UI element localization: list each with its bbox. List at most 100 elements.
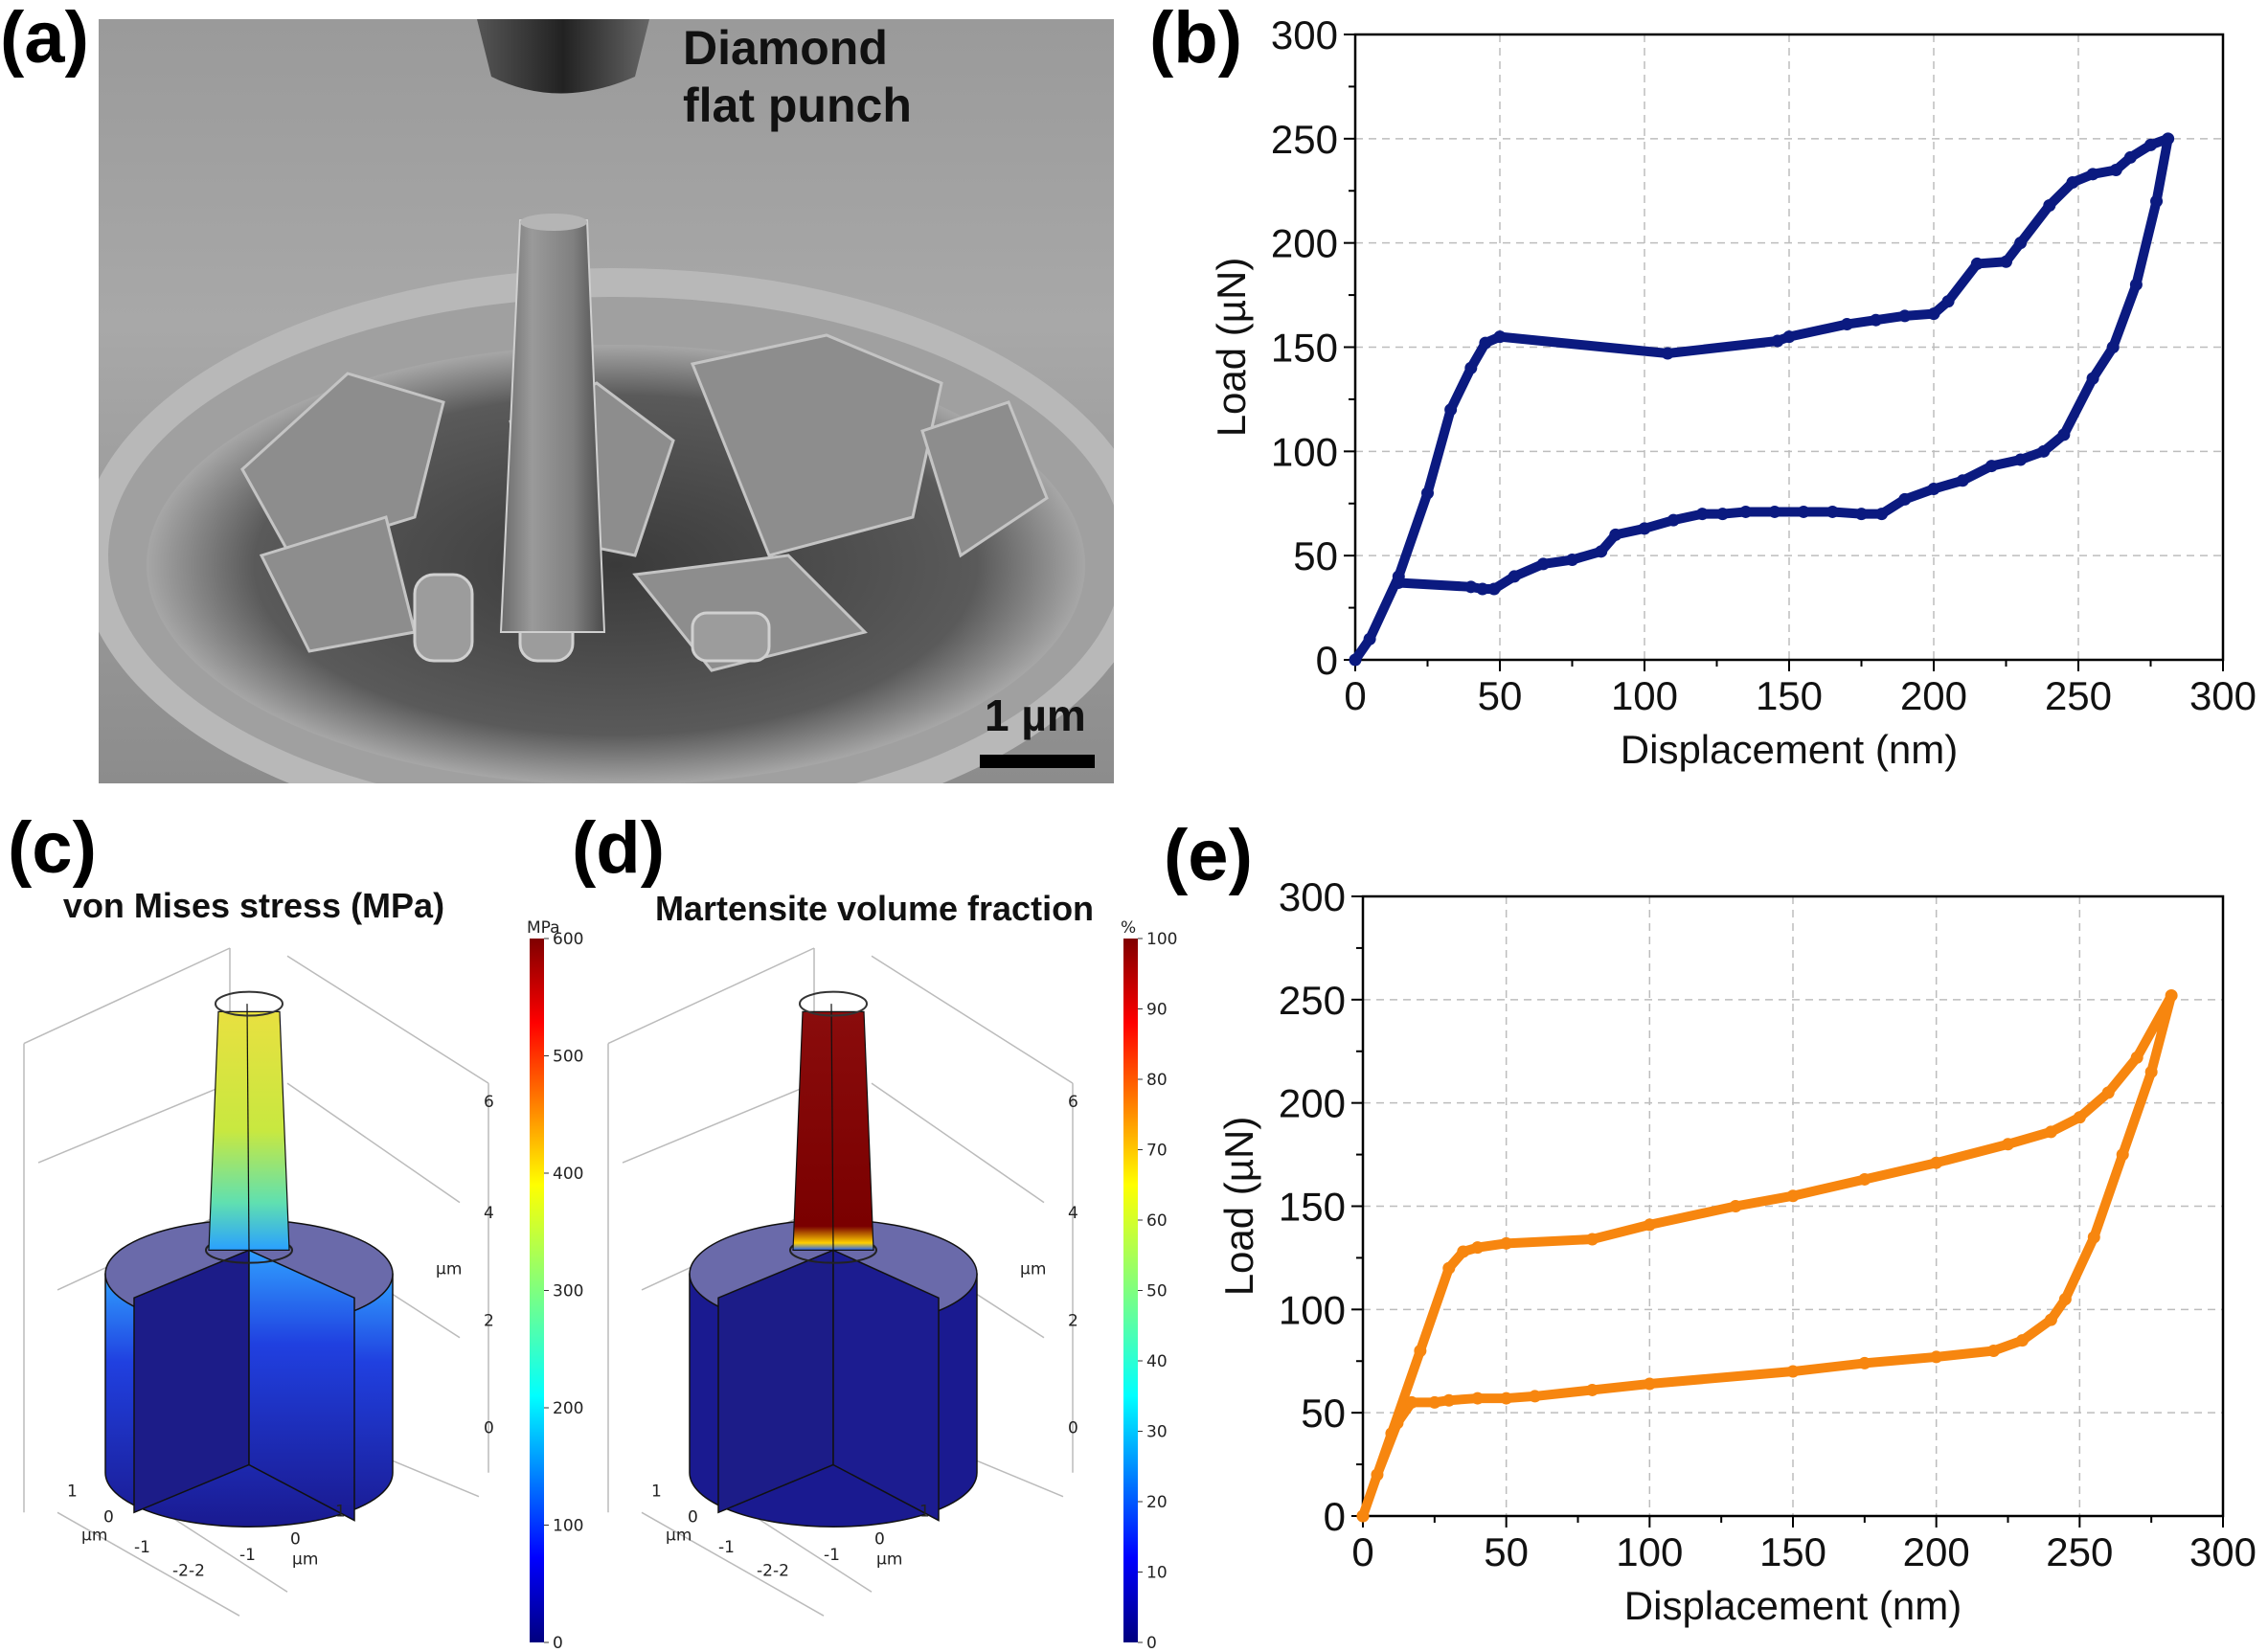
x-tick-label: 50 [1484,1529,1529,1574]
simulation-von-mises: 0 2 4 6 µm 1 0 -1 -2 µm -2 -1 0 1 µm MPa 0 100 200 300 400 50… [23,919,583,1652]
colorbar-tick-label: 50 [1146,1282,1168,1301]
pillar [792,1010,874,1251]
x-tick-label: 300 [2189,1529,2257,1574]
pillar-cut-edge [830,1004,834,1251]
data-point [1858,1172,1871,1186]
data-point [1643,1218,1656,1232]
x-tick-label: 200 [1900,673,1967,718]
data-point [1970,257,1984,270]
z-tick-label: 6 [484,1093,494,1112]
x-axis-unit: µm [666,1526,692,1545]
data-point [2002,1138,2014,1151]
colorbar-tick-label: 40 [1146,1352,1168,1371]
z-tick-label: 6 [1068,1093,1078,1112]
data-point [2044,1125,2057,1139]
x-axis-title: Displacement (nm) [1621,727,1958,772]
x-tick-label: 1 [651,1482,662,1502]
x-tick-label: -1 [134,1538,150,1557]
x-tick-label: 0 [688,1507,698,1527]
data-point [1858,1356,1871,1369]
data-point [1391,1416,1404,1430]
data-point [1855,508,1868,521]
y-axis-unit: µm [876,1550,902,1569]
data-point [1464,580,1478,594]
y-tick-label: 100 [1279,1287,1346,1332]
y-tick-label: -1 [239,1546,256,1565]
data-point [1716,508,1730,521]
data-point [1870,313,1883,327]
z-tick-label: 2 [1068,1311,1078,1330]
x-axis-unit: µm [81,1526,107,1545]
data-point [2162,132,2175,146]
x-tick-label: 0 [103,1507,114,1527]
data-point [1349,653,1362,667]
data-point [1987,1344,2001,1357]
z-tick-label: 0 [484,1418,494,1437]
data-point [1421,487,1434,500]
y-tick-label: 300 [1271,12,1338,57]
series-line [1350,133,2173,665]
data-point [1385,1427,1398,1440]
data-point [1840,318,1853,331]
y-tick-label: -2 [773,1562,789,1581]
colorbar-tick-label: 90 [1146,1001,1168,1020]
data-point [1363,632,1376,645]
data-point [1826,505,1839,518]
data-point [1786,1365,1800,1378]
colorbar-tick-label: 80 [1146,1071,1168,1090]
data-point [1739,505,1753,518]
data-point [1927,307,1940,321]
grid-line [286,955,489,1084]
panel-label-d: (d) [572,807,666,889]
data-point [2014,237,2028,250]
colorbar-tick-label: 20 [1146,1493,1168,1512]
x-tick-label: 250 [2045,673,2112,718]
x-tick-label: -1 [718,1538,735,1557]
grid-line [871,1082,1045,1204]
z-axis-unit: µm [436,1259,462,1279]
data-point [2106,341,2120,353]
data-point [1471,1392,1485,1405]
colorbar-tick-label: 500 [553,1048,583,1067]
data-point [1529,1390,1542,1403]
data-point [1405,1395,1418,1409]
x-tick-label: 0 [1351,1529,1373,1574]
data-point [1471,1241,1485,1255]
y-tick-label: 250 [1279,978,1346,1023]
y-tick-label: 200 [1279,1081,1346,1126]
chart-b: 0 50 100 150 200 250 300 0 50 100 150 200 250 300 Disp… [1209,12,2257,772]
data-point [1487,582,1501,596]
y-tick-label: 50 [1293,533,1338,578]
y-tick-label: 150 [1271,326,1338,371]
y-tick-label: 0 [290,1530,301,1550]
colorbar-tick-label: 60 [1146,1211,1168,1231]
colorbar-unit: MPa [527,919,560,938]
grid-line [23,947,231,1045]
data-point [2014,453,2028,466]
colorbar-tick-label: 200 [553,1399,583,1418]
annotation-line-1: Diamond [683,21,888,75]
simulation-martensite: 0246µm10-1-2µm-2-101µm%01020304050607080… [607,919,1177,1652]
data-point [1585,1233,1599,1246]
colorbar-tick-label: 300 [553,1282,583,1301]
z-axis-unit: µm [1020,1259,1046,1279]
grid-line [286,1082,461,1204]
grid-line [871,955,1074,1084]
grid-line [607,947,815,1045]
grid-line [622,1082,815,1164]
data-point [1595,545,1608,558]
pillar [208,1010,290,1251]
data-point [2058,1293,2072,1306]
data-point [2116,1148,2129,1162]
data-point [1536,557,1550,571]
data-point [2165,989,2178,1003]
x-tick-label: 150 [1756,673,1823,718]
data-point [1444,403,1458,417]
x-tick-label: 200 [1903,1529,1970,1574]
data-point [1476,582,1489,596]
x-tick-label: 100 [1611,673,1678,718]
data-point [1927,483,1940,496]
z-tick-label: 4 [484,1204,494,1223]
data-point [1356,1509,1370,1523]
colorbar-tick-label: 600 [553,930,583,949]
